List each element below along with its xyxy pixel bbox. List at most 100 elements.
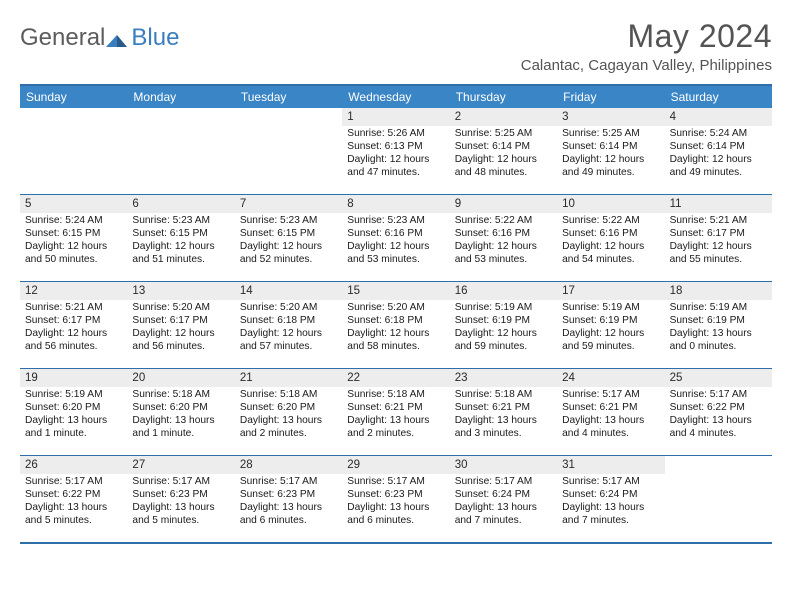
day-number: 1 xyxy=(347,110,444,124)
day-number: 22 xyxy=(347,371,444,385)
daylight-line: Daylight: 12 hours and 54 minutes. xyxy=(562,241,659,267)
day-body: Sunrise: 5:24 AMSunset: 6:15 PMDaylight:… xyxy=(20,213,127,270)
day-cell: 20Sunrise: 5:18 AMSunset: 6:20 PMDayligh… xyxy=(127,369,234,455)
day-body: Sunrise: 5:18 AMSunset: 6:20 PMDaylight:… xyxy=(235,387,342,444)
daylight-line: Daylight: 12 hours and 52 minutes. xyxy=(240,241,337,267)
sunset-line: Sunset: 6:17 PM xyxy=(132,315,229,328)
daylight-line: Daylight: 12 hours and 55 minutes. xyxy=(670,241,767,267)
title-block: May 2024 Calantac, Cagayan Valley, Phili… xyxy=(521,18,772,74)
daylight-line: Daylight: 12 hours and 53 minutes. xyxy=(347,241,444,267)
day-number: 27 xyxy=(132,458,229,472)
day-cell: 14Sunrise: 5:20 AMSunset: 6:18 PMDayligh… xyxy=(235,282,342,368)
daylight-line: Daylight: 13 hours and 5 minutes. xyxy=(25,502,122,528)
sunset-line: Sunset: 6:15 PM xyxy=(25,228,122,241)
daylight-line: Daylight: 12 hours and 47 minutes. xyxy=(347,154,444,180)
day-cell: 22Sunrise: 5:18 AMSunset: 6:21 PMDayligh… xyxy=(342,369,449,455)
daylight-line: Daylight: 13 hours and 7 minutes. xyxy=(455,502,552,528)
sunrise-line: Sunrise: 5:17 AM xyxy=(562,389,659,402)
day-number: 25 xyxy=(670,371,767,385)
day-number: 8 xyxy=(347,197,444,211)
sunset-line: Sunset: 6:15 PM xyxy=(132,228,229,241)
sunrise-line: Sunrise: 5:19 AM xyxy=(25,389,122,402)
sunset-line: Sunset: 6:17 PM xyxy=(670,228,767,241)
day-cell: 17Sunrise: 5:19 AMSunset: 6:19 PMDayligh… xyxy=(557,282,664,368)
sunrise-line: Sunrise: 5:18 AM xyxy=(347,389,444,402)
sunrise-line: Sunrise: 5:25 AM xyxy=(455,128,552,141)
day-body: Sunrise: 5:20 AMSunset: 6:18 PMDaylight:… xyxy=(342,300,449,357)
logo-text-2: Blue xyxy=(131,24,179,52)
sunset-line: Sunset: 6:23 PM xyxy=(347,489,444,502)
daylight-line: Daylight: 12 hours and 58 minutes. xyxy=(347,328,444,354)
daylight-line: Daylight: 12 hours and 57 minutes. xyxy=(240,328,337,354)
day-body: Sunrise: 5:25 AMSunset: 6:14 PMDaylight:… xyxy=(450,126,557,183)
day-number-wrap: 6 xyxy=(127,195,234,213)
day-number-wrap: 22 xyxy=(342,369,449,387)
day-cell: 26Sunrise: 5:17 AMSunset: 6:22 PMDayligh… xyxy=(20,456,127,542)
day-number-wrap: 21 xyxy=(235,369,342,387)
daylight-line: Daylight: 13 hours and 3 minutes. xyxy=(455,415,552,441)
day-number-wrap: 4 xyxy=(665,108,772,126)
day-cell: 23Sunrise: 5:18 AMSunset: 6:21 PMDayligh… xyxy=(450,369,557,455)
day-number-wrap: 16 xyxy=(450,282,557,300)
day-number-wrap: 19 xyxy=(20,369,127,387)
daylight-line: Daylight: 13 hours and 5 minutes. xyxy=(132,502,229,528)
sunset-line: Sunset: 6:19 PM xyxy=(455,315,552,328)
day-number-wrap: 15 xyxy=(342,282,449,300)
sunrise-line: Sunrise: 5:21 AM xyxy=(25,302,122,315)
day-number-wrap: 12 xyxy=(20,282,127,300)
sunset-line: Sunset: 6:15 PM xyxy=(240,228,337,241)
day-number: 10 xyxy=(562,197,659,211)
day-of-week-cell: Wednesday xyxy=(342,86,449,108)
sunrise-line: Sunrise: 5:20 AM xyxy=(240,302,337,315)
day-body: Sunrise: 5:19 AMSunset: 6:20 PMDaylight:… xyxy=(20,387,127,444)
sunset-line: Sunset: 6:20 PM xyxy=(240,402,337,415)
sunrise-line: Sunrise: 5:19 AM xyxy=(455,302,552,315)
day-number: 29 xyxy=(347,458,444,472)
sunset-line: Sunset: 6:14 PM xyxy=(670,141,767,154)
sunset-line: Sunset: 6:21 PM xyxy=(455,402,552,415)
sunrise-line: Sunrise: 5:17 AM xyxy=(347,476,444,489)
day-body: Sunrise: 5:17 AMSunset: 6:24 PMDaylight:… xyxy=(450,474,557,531)
sunset-line: Sunset: 6:16 PM xyxy=(455,228,552,241)
daylight-line: Daylight: 13 hours and 6 minutes. xyxy=(240,502,337,528)
month-title: May 2024 xyxy=(521,18,772,55)
sunset-line: Sunset: 6:14 PM xyxy=(455,141,552,154)
day-cell: 8Sunrise: 5:23 AMSunset: 6:16 PMDaylight… xyxy=(342,195,449,281)
day-body: Sunrise: 5:20 AMSunset: 6:17 PMDaylight:… xyxy=(127,300,234,357)
sunset-line: Sunset: 6:23 PM xyxy=(132,489,229,502)
sunset-line: Sunset: 6:23 PM xyxy=(240,489,337,502)
day-number-wrap: 30 xyxy=(450,456,557,474)
day-of-week-cell: Tuesday xyxy=(235,86,342,108)
day-number: 14 xyxy=(240,284,337,298)
day-number-wrap: 2 xyxy=(450,108,557,126)
daylight-line: Daylight: 12 hours and 56 minutes. xyxy=(132,328,229,354)
day-body: Sunrise: 5:19 AMSunset: 6:19 PMDaylight:… xyxy=(557,300,664,357)
day-body: Sunrise: 5:17 AMSunset: 6:23 PMDaylight:… xyxy=(342,474,449,531)
sunrise-line: Sunrise: 5:17 AM xyxy=(132,476,229,489)
day-cell xyxy=(235,108,342,194)
sunrise-line: Sunrise: 5:18 AM xyxy=(455,389,552,402)
day-number: 4 xyxy=(670,110,767,124)
logo: General Blue xyxy=(20,18,179,52)
sunrise-line: Sunrise: 5:23 AM xyxy=(132,215,229,228)
day-number: 7 xyxy=(240,197,337,211)
day-number: 16 xyxy=(455,284,552,298)
day-cell: 15Sunrise: 5:20 AMSunset: 6:18 PMDayligh… xyxy=(342,282,449,368)
sunset-line: Sunset: 6:22 PM xyxy=(670,402,767,415)
day-body: Sunrise: 5:23 AMSunset: 6:15 PMDaylight:… xyxy=(235,213,342,270)
sunrise-line: Sunrise: 5:22 AM xyxy=(562,215,659,228)
daylight-line: Daylight: 13 hours and 2 minutes. xyxy=(240,415,337,441)
day-cell xyxy=(20,108,127,194)
sunset-line: Sunset: 6:22 PM xyxy=(25,489,122,502)
day-number: 3 xyxy=(562,110,659,124)
day-body: Sunrise: 5:17 AMSunset: 6:22 PMDaylight:… xyxy=(665,387,772,444)
calendar-weeks: 1Sunrise: 5:26 AMSunset: 6:13 PMDaylight… xyxy=(20,108,772,542)
day-body: Sunrise: 5:23 AMSunset: 6:15 PMDaylight:… xyxy=(127,213,234,270)
day-cell: 4Sunrise: 5:24 AMSunset: 6:14 PMDaylight… xyxy=(665,108,772,194)
day-body: Sunrise: 5:17 AMSunset: 6:23 PMDaylight:… xyxy=(127,474,234,531)
day-cell: 6Sunrise: 5:23 AMSunset: 6:15 PMDaylight… xyxy=(127,195,234,281)
day-number-wrap: 5 xyxy=(20,195,127,213)
day-cell: 7 Sunrise: 5:23 AMSunset: 6:15 PMDaylight… xyxy=(235,195,342,281)
sunrise-line: Sunrise: 5:19 AM xyxy=(670,302,767,315)
day-number: 9 xyxy=(455,197,552,211)
